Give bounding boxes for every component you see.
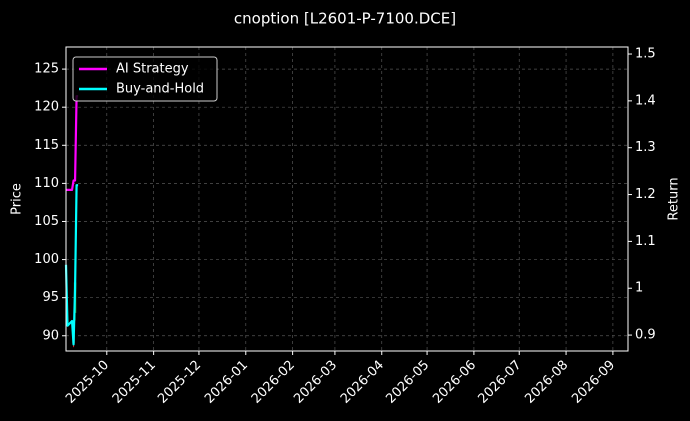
y2-tick-label: 1.3 — [635, 140, 656, 155]
x-tick-label: 2026-06 — [430, 358, 479, 407]
y-tick-label: 125 — [34, 62, 59, 77]
x-tick-label: 2025-11 — [110, 358, 159, 407]
legend-box — [72, 56, 218, 102]
y-tick-label: 100 — [34, 252, 59, 267]
y-axis-label: Price — [10, 183, 25, 215]
x-tick-label: 2026-03 — [291, 358, 340, 407]
x-tick-label: 2026-07 — [476, 358, 525, 407]
y-tick-label: 110 — [34, 176, 59, 191]
x-tick-label: 2025-10 — [63, 358, 112, 407]
legend-label: Buy-and-Hold — [116, 82, 204, 97]
legend-label: AI Strategy — [116, 62, 189, 77]
y2-axis-label: Return — [667, 177, 682, 220]
x-tick-label: 2025-12 — [155, 358, 204, 407]
y2-tick-label: 1.5 — [635, 47, 656, 62]
y-tick-label: 90 — [42, 328, 59, 343]
x-tick-label: 2026-08 — [522, 358, 571, 407]
y2-tick-label: 1.2 — [635, 187, 656, 202]
x-tick-label: 2026-02 — [249, 358, 298, 407]
y-tick-label: 105 — [34, 214, 59, 229]
x-tick-label: 2026-09 — [569, 358, 618, 407]
y2-tick-label: 1.4 — [635, 93, 656, 108]
y2-tick-label: 1.1 — [635, 234, 656, 249]
chart-title: cnoption [L2601-P-7100.DCE] — [234, 10, 456, 28]
y2-tick-label: 1 — [635, 281, 643, 296]
x-tick-label: 2026-05 — [383, 358, 432, 407]
x-tick-label: 2026-01 — [202, 358, 251, 407]
y-tick-label: 120 — [34, 100, 59, 115]
series-line — [64, 184, 79, 346]
y-tick-label: 95 — [42, 290, 59, 305]
y-tick-label: 115 — [34, 138, 59, 153]
series-line — [66, 95, 79, 191]
plot-frame — [65, 46, 629, 352]
y2-tick-label: 0.9 — [635, 328, 656, 343]
x-tick-label: 2026-04 — [338, 358, 387, 407]
